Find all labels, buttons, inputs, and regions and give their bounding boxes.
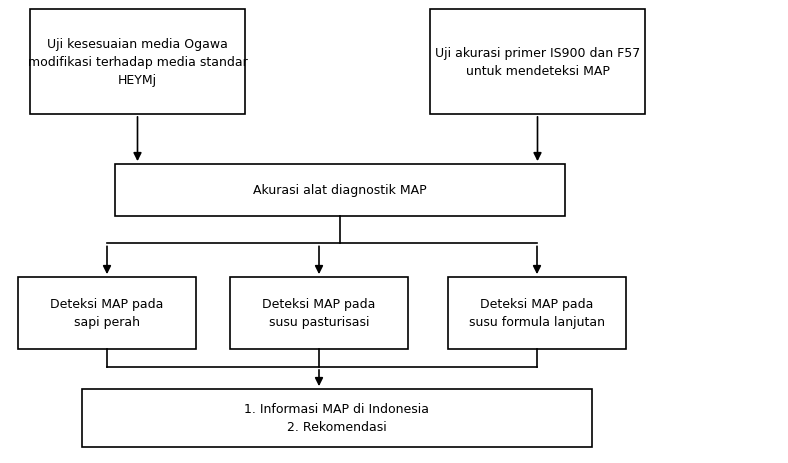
- Text: Deteksi MAP pada
susu formula lanjutan: Deteksi MAP pada susu formula lanjutan: [469, 298, 605, 329]
- Bar: [82, 389, 592, 447]
- Bar: [448, 277, 626, 349]
- Bar: [18, 277, 196, 349]
- Bar: [115, 165, 565, 217]
- Text: Uji kesesuaian media Ogawa
modifikasi terhadap media standar
HEYMj: Uji kesesuaian media Ogawa modifikasi te…: [28, 38, 247, 87]
- Text: Uji akurasi primer IS900 dan F57
untuk mendeteksi MAP: Uji akurasi primer IS900 dan F57 untuk m…: [435, 47, 640, 78]
- Text: 1. Informasi MAP di Indonesia
2. Rekomendasi: 1. Informasi MAP di Indonesia 2. Rekomen…: [244, 403, 429, 433]
- Text: Deteksi MAP pada
susu pasturisasi: Deteksi MAP pada susu pasturisasi: [262, 298, 376, 329]
- Text: Deteksi MAP pada
sapi perah: Deteksi MAP pada sapi perah: [50, 298, 164, 329]
- Bar: [430, 10, 645, 115]
- Text: Akurasi alat diagnostik MAP: Akurasi alat diagnostik MAP: [253, 184, 427, 197]
- Bar: [30, 10, 245, 115]
- Bar: [230, 277, 408, 349]
